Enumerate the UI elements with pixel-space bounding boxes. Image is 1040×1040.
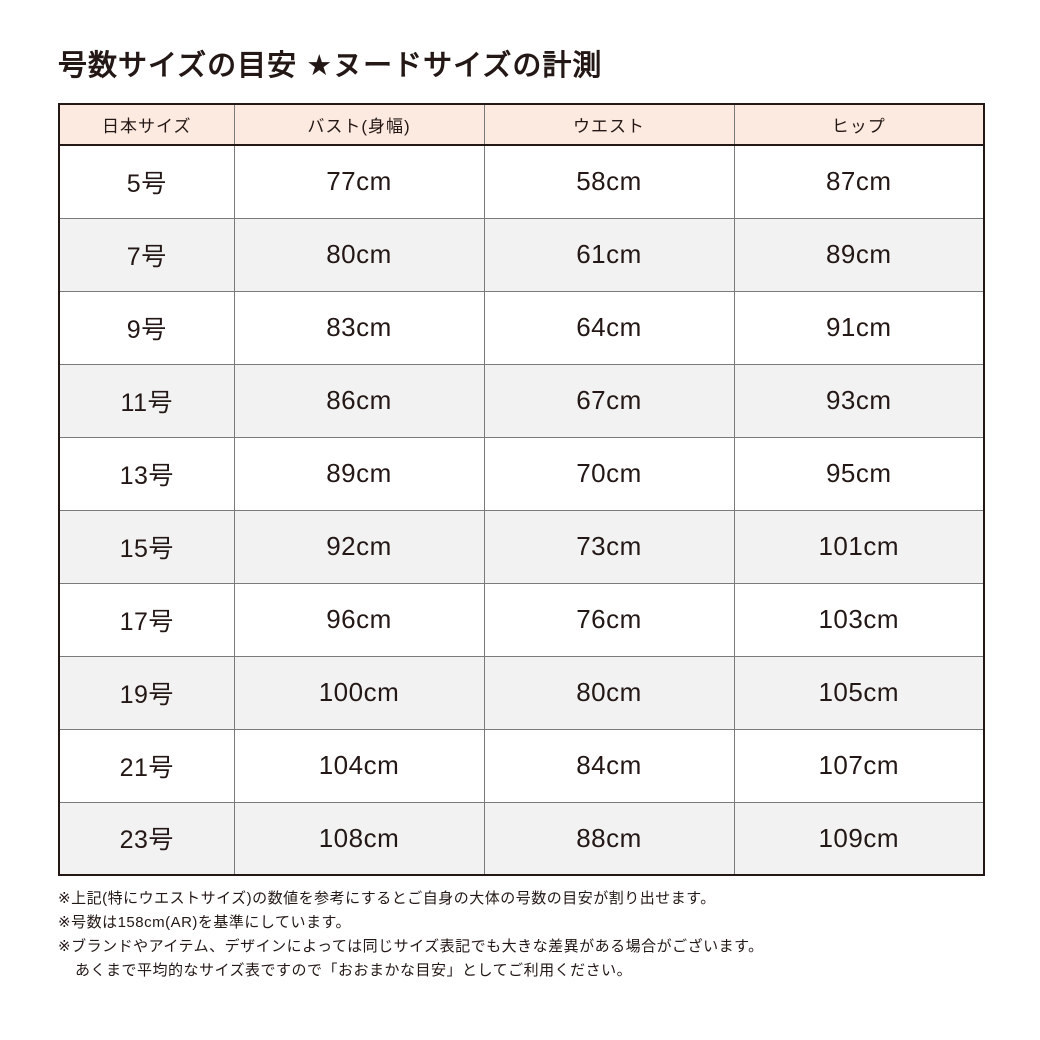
size-label-cell: 9号 xyxy=(58,290,235,365)
measurement-cell: 61cm xyxy=(483,217,735,292)
page-title: 号数サイズの目安 ★ヌードサイズの計測 xyxy=(58,50,603,82)
size-label-cell: 7号 xyxy=(58,217,235,292)
size-table-header: 日本サイズ バスト(身幅) ウエスト ヒップ xyxy=(58,104,985,146)
measurement-cell: 93cm xyxy=(733,363,985,438)
size-label-cell: 23号 xyxy=(58,801,235,876)
measurement-cell: 76cm xyxy=(483,582,735,657)
header-row: 日本サイズ バスト(身幅) ウエスト ヒップ xyxy=(58,104,985,146)
measurement-cell: 87cm xyxy=(733,144,985,219)
measurement-cell: 107cm xyxy=(733,728,985,803)
size-label-cell: 5号 xyxy=(58,144,235,219)
measurement-cell: 77cm xyxy=(233,144,485,219)
footnote-line: ※号数は158cm(AR)を基準にしています。 xyxy=(58,914,351,931)
measurement-cell: 103cm xyxy=(733,582,985,657)
size-table-body: 5号 77cm 58cm 87cm 7号 80cm 61cm 89cm 9号 83cm 64cm 91… xyxy=(58,144,985,876)
size-label-cell: 13号 xyxy=(58,436,235,511)
measurement-cell: 88cm xyxy=(483,801,735,876)
measurement-cell: 80cm xyxy=(233,217,485,292)
table-row: 9号 83cm 64cm 91cm xyxy=(58,290,985,365)
table-row: 13号 89cm 70cm 95cm xyxy=(58,436,985,511)
measurement-cell: 84cm xyxy=(483,728,735,803)
measurement-cell: 86cm xyxy=(233,363,485,438)
header-bust: バスト(身幅) xyxy=(233,104,485,146)
measurement-cell: 80cm xyxy=(483,655,735,730)
table-row: 17号 96cm 76cm 103cm xyxy=(58,582,985,657)
footnote-line: ※ブランドやアイテム、デザインによっては同じサイズ表記でも大きな差異がある場合が… xyxy=(58,938,764,955)
measurement-cell: 89cm xyxy=(233,436,485,511)
content-area: 号数サイズの目安 ★ヌードサイズの計測 日本サイズ バスト(身幅) ウエスト ヒ… xyxy=(58,50,985,983)
measurement-cell: 83cm xyxy=(233,290,485,365)
size-label-cell: 15号 xyxy=(58,509,235,584)
measurement-cell: 100cm xyxy=(233,655,485,730)
measurement-cell: 104cm xyxy=(233,728,485,803)
table-row: 19号 100cm 80cm 105cm xyxy=(58,655,985,730)
measurement-cell: 91cm xyxy=(733,290,985,365)
table-row: 7号 80cm 61cm 89cm xyxy=(58,217,985,292)
footnote-line: ※上記(特にウエストサイズ)の数値を参考にするとご自身の大体の号数の目安が割り出… xyxy=(58,890,716,907)
table-row: 15号 92cm 73cm 101cm xyxy=(58,509,985,584)
footnote-line: あくまで平均的なサイズ表ですので「おおまかな目安」としてご利用ください。 xyxy=(75,962,633,979)
measurement-cell: 95cm xyxy=(733,436,985,511)
measurement-cell: 73cm xyxy=(483,509,735,584)
header-hip: ヒップ xyxy=(733,104,985,146)
header-waist: ウエスト xyxy=(483,104,735,146)
measurement-cell: 101cm xyxy=(733,509,985,584)
size-label-cell: 21号 xyxy=(58,728,235,803)
measurement-cell: 64cm xyxy=(483,290,735,365)
measurement-cell: 70cm xyxy=(483,436,735,511)
measurement-cell: 92cm xyxy=(233,509,485,584)
size-label-cell: 17号 xyxy=(58,582,235,657)
measurement-cell: 58cm xyxy=(483,144,735,219)
header-japan-size: 日本サイズ xyxy=(58,104,235,146)
size-label-cell: 11号 xyxy=(58,363,235,438)
table-row: 23号 108cm 88cm 109cm xyxy=(58,801,985,876)
table-row: 5号 77cm 58cm 87cm xyxy=(58,144,985,219)
measurement-cell: 89cm xyxy=(733,217,985,292)
table-row: 21号 104cm 84cm 107cm xyxy=(58,728,985,803)
table-row: 11号 86cm 67cm 93cm xyxy=(58,363,985,438)
measurement-cell: 105cm xyxy=(733,655,985,730)
size-table: 日本サイズ バスト(身幅) ウエスト ヒップ 5号 77cm 58cm 87cm 7号 8… xyxy=(58,103,985,876)
measurement-cell: 108cm xyxy=(233,801,485,876)
measurement-cell: 109cm xyxy=(733,801,985,876)
footnotes: ※上記(特にウエストサイズ)の数値を参考にするとご自身の大体の号数の目安が割り出… xyxy=(58,887,983,983)
measurement-cell: 67cm xyxy=(483,363,735,438)
size-label-cell: 19号 xyxy=(58,655,235,730)
measurement-cell: 96cm xyxy=(233,582,485,657)
